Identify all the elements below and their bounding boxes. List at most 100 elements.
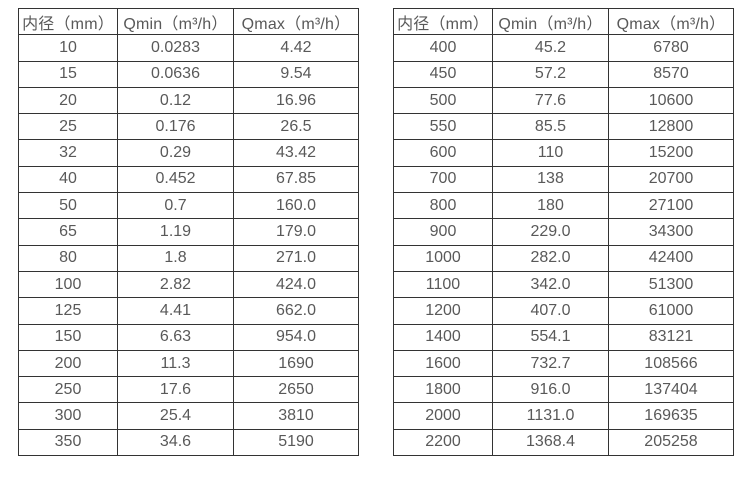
table-cell: 700 — [393, 165, 493, 194]
table-cell: 9.54 — [233, 60, 359, 88]
table-cell: 160.0 — [233, 192, 359, 220]
table-cell: 954.0 — [233, 323, 359, 351]
table-row: 25 0.176 26.5 — [18, 113, 359, 141]
table-cell: 0.0636 — [117, 60, 234, 88]
flow-table-left: 内径（mm） Qmin（m³/h） Qmax（m³/h） 10 0.0283 4.4… — [18, 7, 359, 457]
table-cell: 300 — [18, 402, 118, 430]
table-row: 1200 407.0 61000 — [393, 297, 734, 325]
col-header-inner-diameter: 内径（mm） — [18, 7, 118, 36]
table-cell: 550 — [393, 113, 493, 141]
table-cell: 916.0 — [492, 376, 609, 404]
table-row: 200 11.3 1690 — [18, 349, 359, 378]
table-row: 800 180 27100 — [393, 192, 734, 220]
table-cell: 4.41 — [117, 297, 234, 325]
table-cell: 25 — [18, 113, 118, 141]
table-cell: 179.0 — [233, 218, 359, 246]
table-cell: 250 — [18, 376, 118, 404]
flow-table-right: 内径（mm） Qmin（m³/h） Qmax（m³/h） 400 45.2 6780… — [393, 7, 734, 457]
table-cell: 180 — [492, 192, 609, 220]
table-cell: 0.29 — [117, 139, 234, 167]
table-cell: 6780 — [608, 34, 734, 62]
table-cell: 450 — [393, 60, 493, 88]
table-cell: 1690 — [233, 349, 359, 378]
table-cell: 407.0 — [492, 297, 609, 325]
table-cell: 1600 — [393, 349, 493, 378]
col-header-inner-diameter: 内径（mm） — [393, 7, 493, 36]
table-row: 350 34.6 5190 — [18, 428, 359, 457]
table-cell: 3810 — [233, 402, 359, 430]
table-body: 400 45.2 6780 450 57.2 8570 500 77.6 10600 550 85.… — [393, 34, 734, 457]
col-header-qmin: Qmin（m³/h） — [492, 7, 609, 36]
table-row: 1400 554.1 83121 — [393, 323, 734, 351]
table-cell: 342.0 — [492, 270, 609, 299]
table-cell: 45.2 — [492, 34, 609, 62]
table-row: 1000 282.0 42400 — [393, 244, 734, 272]
col-header-qmax: Qmax（m³/h） — [608, 7, 734, 36]
table-cell: 6.63 — [117, 323, 234, 351]
table-cell: 1100 — [393, 270, 493, 299]
table-row: 125 4.41 662.0 — [18, 297, 359, 325]
table-cell: 15 — [18, 60, 118, 88]
table-cell: 100 — [18, 270, 118, 299]
table-cell: 2650 — [233, 376, 359, 404]
table-cell: 1200 — [393, 297, 493, 325]
table-cell: 17.6 — [117, 376, 234, 404]
table-header: 内径（mm） Qmin（m³/h） Qmax（m³/h） — [393, 7, 734, 36]
table-cell: 20700 — [608, 165, 734, 194]
table-cell: 400 — [393, 34, 493, 62]
table-cell: 8570 — [608, 60, 734, 88]
table-row: 20 0.12 16.96 — [18, 86, 359, 115]
table-cell: 1131.0 — [492, 402, 609, 430]
table-cell: 67.85 — [233, 165, 359, 194]
table-cell: 1800 — [393, 376, 493, 404]
table-cell: 4.42 — [233, 34, 359, 62]
table-row: 2200 1368.4 205258 — [393, 428, 734, 457]
table-row: 100 2.82 424.0 — [18, 270, 359, 299]
table-cell: 1000 — [393, 244, 493, 272]
table-cell: 25.4 — [117, 402, 234, 430]
header-row: 内径（mm） Qmin（m³/h） Qmax（m³/h） — [393, 7, 734, 36]
table-cell: 5190 — [233, 428, 359, 457]
table-row: 550 85.5 12800 — [393, 113, 734, 141]
table-cell: 0.452 — [117, 165, 234, 194]
table-row: 40 0.452 67.85 — [18, 165, 359, 194]
table-cell: 77.6 — [492, 86, 609, 115]
table-cell: 424.0 — [233, 270, 359, 299]
table-row: 80 1.8 271.0 — [18, 244, 359, 272]
table-row: 700 138 20700 — [393, 165, 734, 194]
table-cell: 229.0 — [492, 218, 609, 246]
table-cell: 282.0 — [492, 244, 609, 272]
table-cell: 34300 — [608, 218, 734, 246]
table-row: 400 45.2 6780 — [393, 34, 734, 62]
table-cell: 1400 — [393, 323, 493, 351]
table-cell: 110 — [492, 139, 609, 167]
table-cell: 271.0 — [233, 244, 359, 272]
table-cell: 2.82 — [117, 270, 234, 299]
table-cell: 34.6 — [117, 428, 234, 457]
table-cell: 125 — [18, 297, 118, 325]
table-row: 1800 916.0 137404 — [393, 376, 734, 404]
table-cell: 11.3 — [117, 349, 234, 378]
table-cell: 57.2 — [492, 60, 609, 88]
table-cell: 900 — [393, 218, 493, 246]
table-cell: 65 — [18, 218, 118, 246]
table-body: 10 0.0283 4.42 15 0.0636 9.54 20 0.12 16.96 25 0.1… — [18, 34, 359, 457]
table-cell: 662.0 — [233, 297, 359, 325]
table-cell: 2000 — [393, 402, 493, 430]
table-cell: 40 — [18, 165, 118, 194]
table-cell: 61000 — [608, 297, 734, 325]
table-cell: 350 — [18, 428, 118, 457]
table-cell: 800 — [393, 192, 493, 220]
table-row: 15 0.0636 9.54 — [18, 60, 359, 88]
table-header: 内径（mm） Qmin（m³/h） Qmax（m³/h） — [18, 7, 359, 36]
table-cell: 169635 — [608, 402, 734, 430]
header-row: 内径（mm） Qmin（m³/h） Qmax（m³/h） — [18, 7, 359, 36]
table-cell: 42400 — [608, 244, 734, 272]
table-row: 50 0.7 160.0 — [18, 192, 359, 220]
table-row: 900 229.0 34300 — [393, 218, 734, 246]
table-cell: 1.19 — [117, 218, 234, 246]
table-cell: 138 — [492, 165, 609, 194]
table-row: 600 110 15200 — [393, 139, 734, 167]
table-row: 1600 732.7 108566 — [393, 349, 734, 378]
table-cell: 10600 — [608, 86, 734, 115]
